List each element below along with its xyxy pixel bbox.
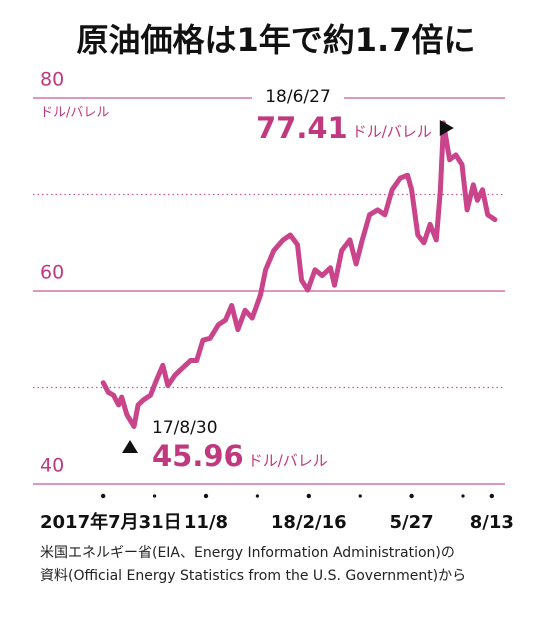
x-tick-label: 2017年7月31日 (40, 511, 182, 533)
price-line (100, 120, 498, 429)
x-minor-dot (255, 494, 259, 498)
annotation-date: 17/8/30 (152, 418, 218, 438)
x-tick-label: 5/27 (390, 512, 434, 533)
annotation-arrow (122, 440, 138, 453)
source-note: 米国エネルギー省(EIA、Energy Information Administ… (40, 545, 455, 561)
x-tick-label: 11/8 (184, 512, 228, 533)
y-unit: ドル/バレル (40, 106, 109, 121)
x-tick-dot (306, 493, 311, 499)
annotation-unit: ドル/バレル (248, 452, 328, 470)
chart-title: 原油価格は1年で約1.7倍に (77, 21, 476, 59)
y-tick-label: 60 (40, 262, 64, 284)
y-tick-label: 80 (40, 69, 64, 91)
x-minor-dot (152, 494, 157, 498)
source-note: 資料(Official Energy Statistics from the U… (40, 568, 466, 584)
x-minor-dot (358, 494, 362, 498)
annotation-unit: ドル/バレル (352, 123, 432, 141)
x-tick-dot (489, 493, 495, 499)
annotation-value: 45.96 (152, 439, 244, 473)
annotation-date: 18/6/27 (265, 87, 331, 107)
annotation-arrow (439, 120, 454, 136)
y-tick-label: 40 (40, 455, 64, 477)
annotation-value: 77.41 (256, 111, 348, 145)
x-tick-dot (100, 493, 106, 499)
x-tick-dot (409, 493, 414, 499)
label-backing (252, 86, 344, 110)
x-tick-label: 18/2/16 (271, 512, 347, 533)
x-tick-label: 8/13 (470, 512, 514, 533)
x-tick-dot (203, 493, 209, 499)
x-minor-dot (461, 494, 465, 498)
